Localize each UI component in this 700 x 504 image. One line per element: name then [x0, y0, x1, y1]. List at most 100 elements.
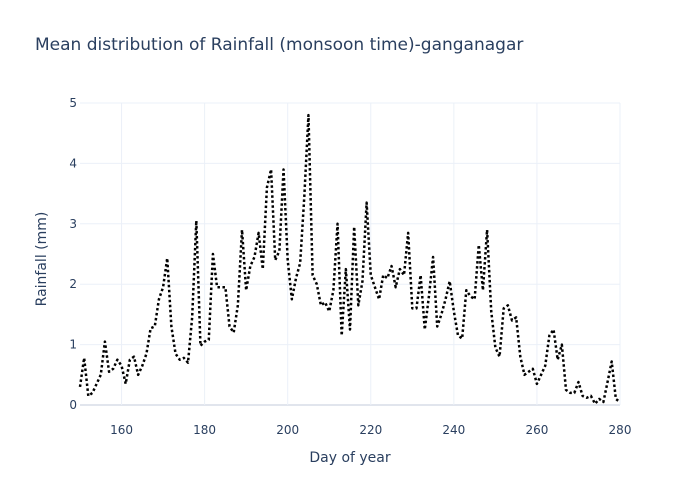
data-point: [138, 362, 146, 370]
data-point: [159, 283, 167, 291]
data-point: [412, 304, 420, 312]
x-axis-title: Day of year: [309, 450, 391, 466]
data-point: [321, 298, 329, 306]
data-point: [417, 271, 425, 279]
chart-title: Mean distribution of Rainfall (monsoon t…: [35, 35, 523, 55]
x-tick-label: 160: [110, 423, 133, 437]
data-point: [300, 193, 308, 201]
data-point: [487, 307, 495, 315]
data-point: [275, 247, 283, 255]
data-point: [255, 229, 263, 237]
x-tick-label: 240: [442, 423, 465, 437]
data-point: [101, 338, 109, 346]
y-axis-title: Rainfall (mm): [34, 212, 50, 307]
data-point: [616, 398, 624, 406]
data-point: [504, 301, 512, 309]
x-tick-label: 260: [525, 423, 548, 437]
data-point: [599, 398, 607, 406]
data-point: [93, 380, 101, 388]
data-point: [446, 277, 454, 285]
data-point: [383, 274, 391, 282]
data-point: [242, 286, 250, 294]
data-point: [296, 259, 304, 267]
data-point: [263, 184, 271, 192]
series-line: [78, 113, 621, 406]
data-point: [587, 392, 595, 400]
data-point: [188, 313, 196, 321]
data-point: [309, 271, 317, 279]
data-point: [421, 326, 429, 334]
data-point: [184, 359, 192, 367]
data-point: [442, 295, 450, 303]
data-point: [284, 256, 292, 264]
data-point: [155, 295, 163, 303]
data-point: [570, 389, 578, 397]
data-point: [230, 329, 238, 337]
data-point: [334, 220, 342, 228]
y-tick-label: 3: [69, 217, 77, 231]
x-tick-label: 280: [609, 423, 632, 437]
data-point: [342, 265, 350, 273]
axis-ticks: 0 1 2 3 4 5 160 180 200 220 240 260 280: [69, 96, 631, 437]
data-point: [537, 371, 545, 379]
y-tick-label: 5: [69, 96, 77, 110]
data-point: [97, 371, 105, 379]
data-point: [550, 326, 558, 334]
y-tick-label: 0: [69, 398, 77, 412]
data-point: [388, 262, 396, 270]
data-point: [221, 283, 229, 291]
data-point: [109, 365, 117, 373]
data-point: [533, 380, 541, 388]
data-point: [304, 111, 312, 119]
data-point: [338, 332, 346, 340]
data-point: [491, 344, 499, 352]
data-point: [371, 283, 379, 291]
y-tick-label: 2: [69, 277, 77, 291]
data-point: [458, 335, 466, 343]
data-point: [400, 271, 408, 279]
grid-lines: [80, 102, 621, 406]
data-point: [574, 378, 582, 386]
y-tick-label: 4: [69, 156, 77, 170]
data-point: [392, 283, 400, 291]
data-point: [329, 286, 337, 294]
data-point: [259, 265, 267, 273]
data-point: [512, 313, 520, 321]
data-point: [471, 295, 479, 303]
data-point: [76, 383, 84, 391]
data-point: [358, 277, 366, 285]
data-point: [151, 322, 159, 330]
data-point: [134, 371, 142, 379]
data-point: [404, 229, 412, 237]
data-point: [142, 350, 150, 358]
data-point: [479, 286, 487, 294]
data-point: [88, 389, 96, 397]
data-point: [350, 223, 358, 231]
data-point: [363, 199, 371, 207]
data-point: [234, 301, 242, 309]
data-point: [429, 253, 437, 261]
data-point: [246, 262, 254, 270]
data-point: [475, 241, 483, 249]
x-tick-label: 180: [193, 423, 216, 437]
data-point: [209, 250, 217, 258]
data-point: [375, 295, 383, 303]
data-point: [496, 353, 504, 361]
data-point: [192, 217, 200, 225]
x-tick-label: 200: [276, 423, 299, 437]
data-point: [346, 326, 354, 334]
data-point: [437, 310, 445, 318]
data-point: [529, 365, 537, 373]
data-point: [325, 307, 333, 315]
data-point: [450, 307, 458, 315]
data-point: [122, 380, 130, 388]
data-point: [167, 322, 175, 330]
data-point: [354, 301, 362, 309]
data-point: [163, 254, 171, 262]
data-point: [425, 292, 433, 300]
y-tick-label: 1: [69, 338, 77, 352]
series-layer: [76, 111, 624, 406]
